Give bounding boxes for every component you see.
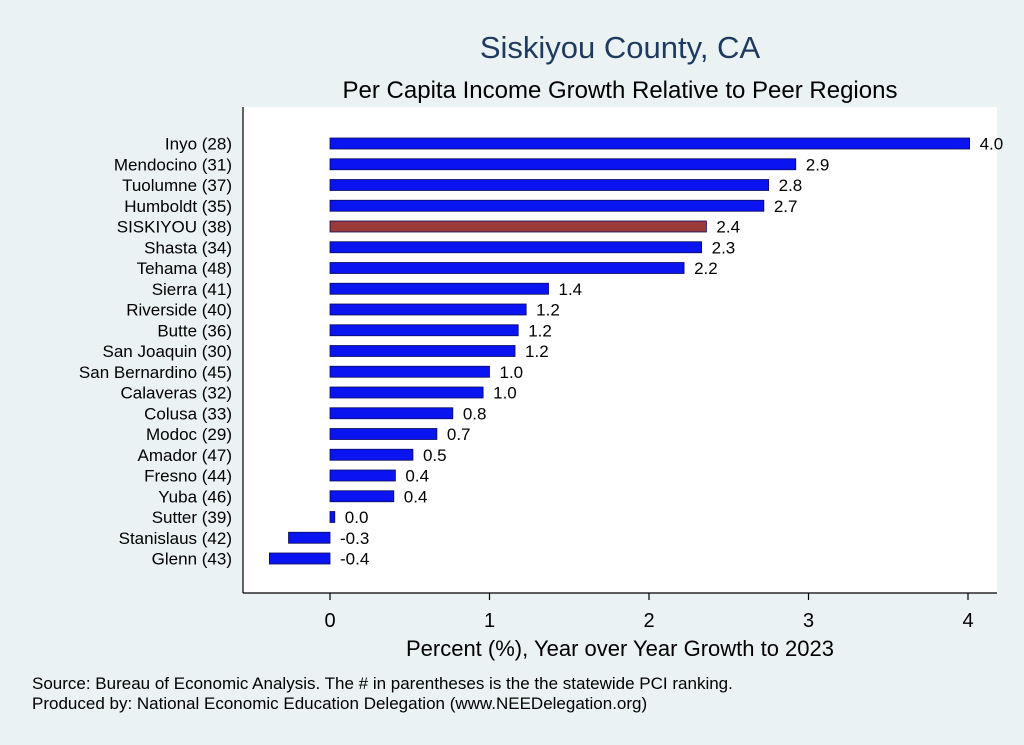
category-label-sierra-41: Sierra (41) — [152, 280, 232, 299]
value-label-sutter-39: 0.0 — [345, 508, 369, 527]
x-axis-title: Percent (%), Year over Year Growth to 20… — [406, 636, 834, 661]
value-label-humboldt-35: 2.7 — [774, 197, 798, 216]
category-label-yuba-46: Yuba (46) — [158, 487, 232, 506]
x-tick-label-3: 3 — [803, 610, 814, 632]
value-label-stanislaus-42: -0.3 — [340, 529, 369, 548]
category-label-modoc-29: Modoc (29) — [146, 425, 232, 444]
bar-sierra-41 — [329, 282, 549, 295]
value-label-san-bernardino-45: 1.0 — [500, 363, 524, 382]
category-label-fresno-44: Fresno (44) — [144, 467, 232, 486]
bar-shasta-34 — [329, 241, 703, 254]
value-label-san-joaquin-30: 1.2 — [525, 342, 549, 361]
category-label-inyo-28: Inyo (28) — [165, 135, 232, 154]
value-label-sierra-41: 1.4 — [559, 280, 583, 299]
bar-san-bernardino-45 — [329, 365, 490, 378]
bar-humboldt-35 — [329, 199, 765, 212]
category-label-humboldt-35: Humboldt (35) — [124, 197, 232, 216]
bar-sutter-39 — [329, 511, 336, 523]
bar-mendocino-31 — [329, 158, 797, 171]
value-label-siskiyou-38: 2.4 — [716, 218, 740, 237]
category-label-siskiyou-38: SISKIYOU (38) — [117, 218, 232, 237]
category-label-mendocino-31: Mendocino (31) — [114, 155, 232, 174]
category-label-calaveras-32: Calaveras (32) — [121, 384, 233, 403]
value-label-shasta-34: 2.3 — [712, 238, 736, 257]
bar-fresno-44 — [329, 469, 396, 482]
x-tick-label-1: 1 — [484, 610, 495, 632]
value-label-glenn-43: -0.4 — [340, 550, 369, 569]
bar-colusa-33 — [329, 407, 454, 420]
producer-note: Produced by: National Economic Education… — [32, 694, 647, 713]
category-label-tuolumne-37: Tuolumne (37) — [122, 176, 232, 195]
x-tick-label-0: 0 — [324, 610, 335, 632]
value-label-inyo-28: 4.0 — [980, 135, 1004, 154]
x-ticks-layer: 0 1 2 3 4 — [324, 593, 974, 632]
bar-siskiyou-38 — [329, 220, 707, 233]
category-label-stanislaus-42: Stanislaus (42) — [119, 529, 232, 548]
x-tick-label-2: 2 — [643, 610, 654, 632]
bar-calaveras-32 — [329, 386, 484, 399]
category-label-san-bernardino-45: San Bernardino (45) — [79, 363, 232, 382]
bars-layer: Inyo (28) 4.0 Mendocino (31) 2.9 Tuolumne (3… — [79, 135, 1003, 569]
x-tick-label-4: 4 — [962, 610, 973, 632]
bar-stanislaus-42 — [288, 531, 331, 544]
value-label-yuba-46: 0.4 — [404, 487, 428, 506]
bar-glenn-43 — [268, 552, 331, 565]
bar-amador-47 — [329, 448, 414, 461]
category-label-glenn-43: Glenn (43) — [152, 550, 232, 569]
value-label-mendocino-31: 2.9 — [806, 155, 830, 174]
category-label-tehama-48: Tehama (48) — [137, 259, 232, 278]
category-label-colusa-33: Colusa (33) — [144, 404, 232, 423]
chart-title: Siskiyou County, CA — [480, 30, 761, 65]
source-note: Source: Bureau of Economic Analysis. The… — [32, 674, 733, 693]
chart-subtitle: Per Capita Income Growth Relative to Pee… — [343, 77, 898, 104]
value-label-tehama-48: 2.2 — [694, 259, 718, 278]
category-label-san-joaquin-30: San Joaquin (30) — [103, 342, 232, 361]
value-label-calaveras-32: 1.0 — [493, 384, 517, 403]
category-label-riverside-40: Riverside (40) — [126, 301, 232, 320]
value-label-butte-36: 1.2 — [528, 321, 552, 340]
value-label-colusa-33: 0.8 — [463, 404, 487, 423]
value-label-fresno-44: 0.4 — [405, 467, 429, 486]
category-label-shasta-34: Shasta (34) — [144, 238, 232, 257]
value-label-tuolumne-37: 2.8 — [779, 176, 803, 195]
category-label-sutter-39: Sutter (39) — [152, 508, 232, 527]
value-label-modoc-29: 0.7 — [447, 425, 471, 444]
bar-riverside-40 — [329, 303, 527, 316]
bar-tehama-48 — [329, 262, 685, 274]
value-label-amador-47: 0.5 — [423, 446, 447, 465]
bar-yuba-46 — [329, 490, 395, 503]
bar-modoc-29 — [329, 428, 438, 440]
value-label-riverside-40: 1.2 — [536, 301, 560, 320]
bar-san-joaquin-30 — [329, 345, 516, 357]
bar-inyo-28 — [329, 137, 970, 150]
bar-tuolumne-37 — [329, 179, 770, 191]
bar-butte-36 — [329, 324, 519, 337]
category-label-butte-36: Butte (36) — [157, 321, 232, 340]
category-label-amador-47: Amador (47) — [138, 446, 232, 465]
